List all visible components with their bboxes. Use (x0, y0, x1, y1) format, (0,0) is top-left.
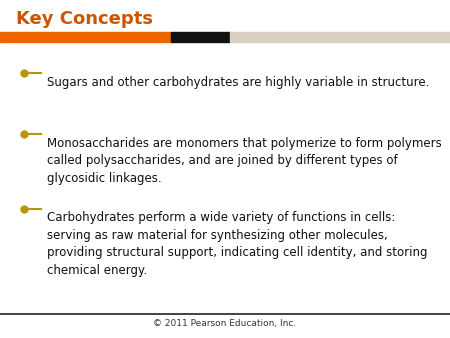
Text: © 2011 Pearson Education, Inc.: © 2011 Pearson Education, Inc. (153, 319, 297, 329)
Text: Sugars and other carbohydrates are highly variable in structure.: Sugars and other carbohydrates are highl… (47, 76, 430, 89)
Text: Carbohydrates perform a wide variety of functions in cells:
serving as raw mater: Carbohydrates perform a wide variety of … (47, 211, 428, 277)
Text: Monosaccharides are monomers that polymerize to form polymers
called polysacchar: Monosaccharides are monomers that polyme… (47, 137, 442, 185)
Bar (171, 32, 230, 42)
Bar (0, 32, 171, 42)
Bar (230, 32, 450, 42)
Text: Key Concepts: Key Concepts (16, 10, 153, 28)
